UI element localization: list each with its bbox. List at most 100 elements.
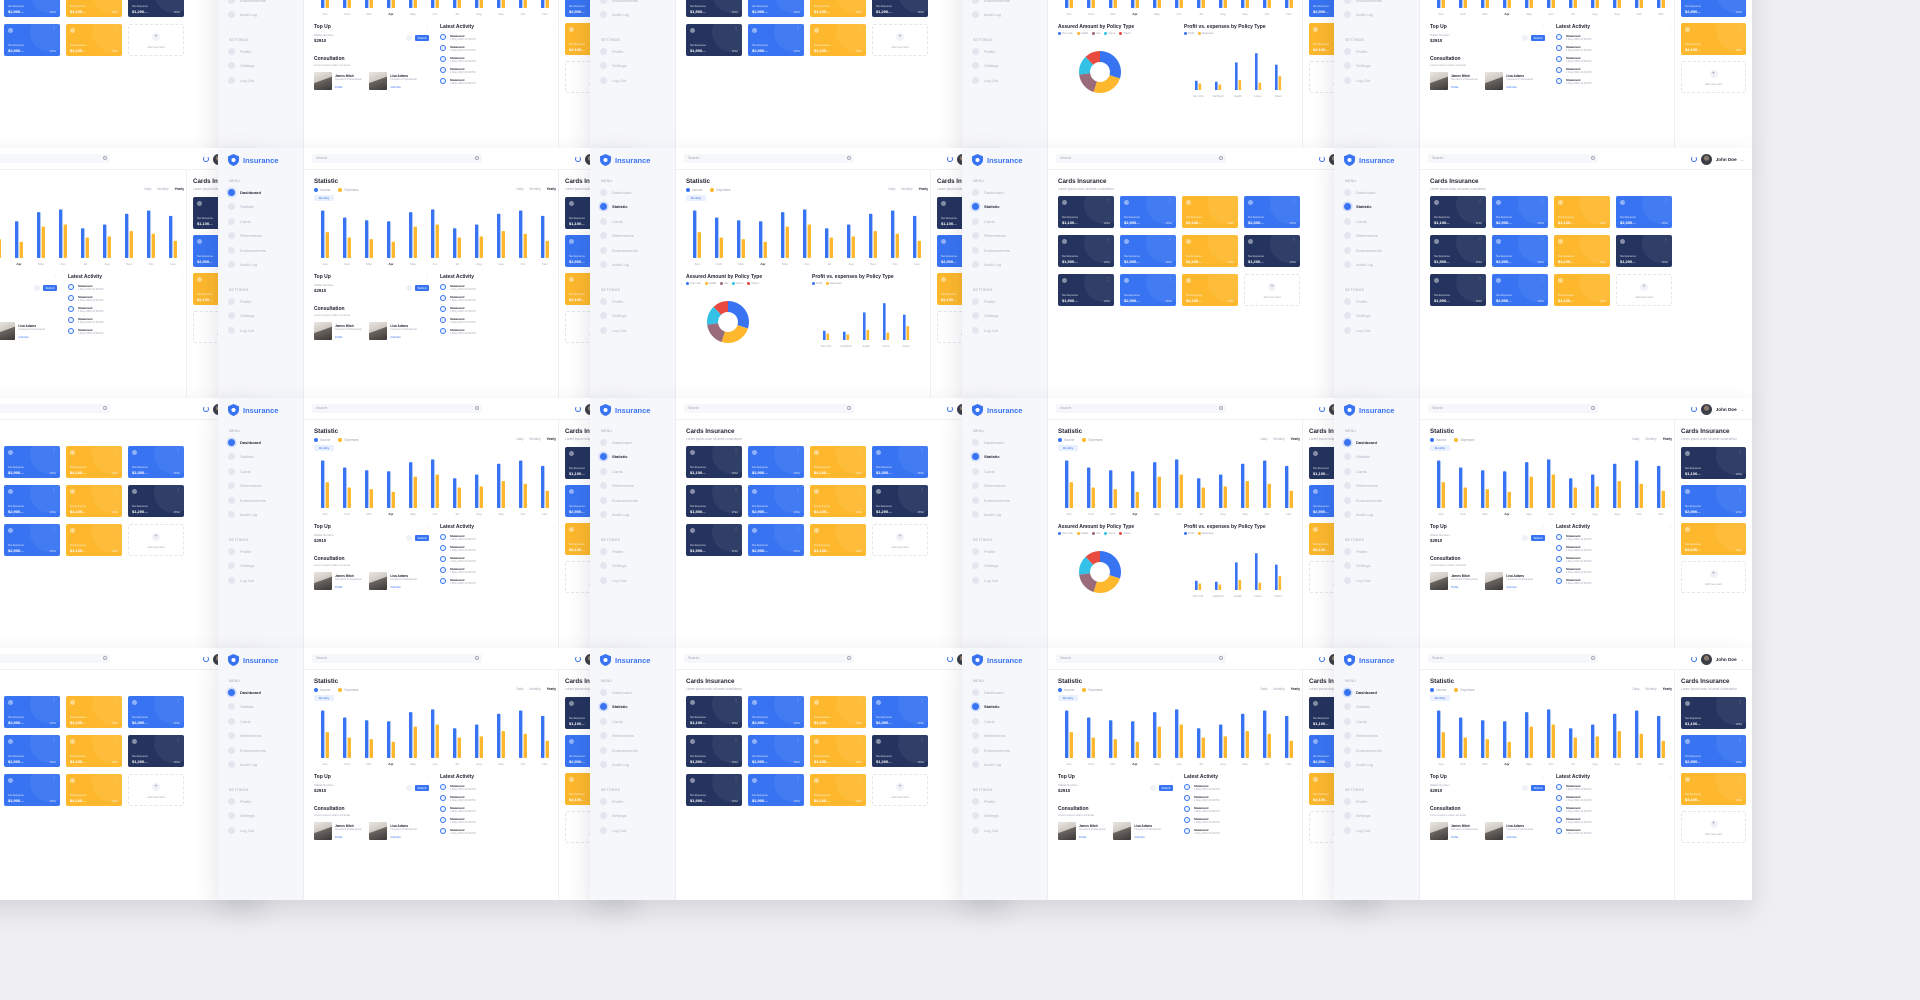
bar-income-aug[interactable]	[847, 224, 851, 258]
consultant-card[interactable]: James Mitch Insurance Professional Profile	[1430, 72, 1477, 90]
sidebar-item-endorsements[interactable]: Endorsements	[1344, 0, 1414, 5]
top-up-submit-button[interactable]: Submit	[415, 785, 429, 791]
sidebar-item-audit-log[interactable]: Audit Log	[228, 10, 298, 20]
bar-income-nov[interactable]	[541, 465, 545, 508]
sidebar-item-settings[interactable]: Settings	[972, 811, 1042, 821]
insurance-card[interactable]: ⋮Net Expense$1,500...VISA	[686, 0, 742, 17]
sidebar-item-cards[interactable]: Cards	[600, 216, 670, 226]
sidebar-item-profile[interactable]: Profile	[600, 796, 670, 806]
bar-income-aug[interactable]	[1219, 474, 1223, 508]
tab-yearly[interactable]: Yearly	[1290, 687, 1300, 691]
sidebar-item-settings[interactable]: Settings	[600, 811, 670, 821]
sidebar-item-retirements[interactable]: Retirements	[228, 731, 298, 741]
sidebar-item-log-out[interactable]: Log Out	[1344, 575, 1414, 585]
sidebar-item-settings[interactable]: Settings	[1344, 311, 1414, 321]
eye-icon[interactable]	[406, 285, 412, 291]
more-icon[interactable]: ⋮	[1296, 774, 1300, 779]
tab-daily[interactable]: Daily	[516, 437, 524, 441]
more-icon[interactable]: ⋮	[425, 274, 429, 279]
search-input[interactable]: Search	[684, 154, 854, 163]
tab-monthly[interactable]: Monthly	[157, 187, 169, 191]
add-card-button[interactable]: +Add new card	[1681, 61, 1746, 93]
refresh-icon[interactable]	[202, 656, 209, 662]
bar-expenses-jan[interactable]	[325, 0, 329, 8]
insurance-card[interactable]: ⋮Net Expense$2,900...VISA	[1492, 274, 1548, 306]
insurance-card[interactable]: ⋮ Net Expense $1,900... VISA	[1058, 274, 1114, 306]
bar-expenses-may[interactable]	[413, 0, 417, 8]
pie-slice-car[interactable]	[1079, 73, 1097, 92]
bar-income-jun[interactable]	[803, 209, 807, 258]
insurance-card[interactable]: ⋮Net Expense$2,900...VISA	[1492, 235, 1548, 267]
insurance-card[interactable]: ⋮Net Expense$2,900...VISA	[748, 0, 804, 17]
bar-expenses-apr[interactable]	[1507, 741, 1511, 758]
sidebar-item-settings[interactable]: Settings	[228, 561, 298, 571]
bar-expenses-nov[interactable]	[545, 0, 549, 8]
bar-expenses-aug[interactable]	[479, 486, 483, 508]
activity-row[interactable]: Statement 1 May 2023 12:00 PM	[440, 67, 556, 74]
tab-monthly[interactable]: Monthly	[1273, 687, 1285, 691]
sidebar-item-log-out[interactable]: Log Out	[1344, 325, 1414, 335]
more-icon[interactable]: ⋮	[1230, 198, 1234, 203]
profit-bar-expenses[interactable]	[1278, 576, 1282, 590]
sidebar-item-settings[interactable]: Settings	[600, 61, 670, 71]
bar-income-sep[interactable]	[125, 213, 129, 258]
sidebar-item-retirements[interactable]: Retirements	[600, 731, 670, 741]
activity-row[interactable]: Statement 1 May 2023 12:00 PM	[440, 556, 556, 563]
add-card-button[interactable]: +Add new card	[1244, 274, 1300, 306]
search-icon[interactable]	[103, 156, 107, 160]
sidebar-item-retirements[interactable]: Retirements	[972, 481, 1042, 491]
bar-expenses-sep[interactable]	[1617, 481, 1621, 508]
profit-bar-expenses[interactable]	[866, 329, 870, 340]
app-logo[interactable]: Insurance	[600, 403, 650, 417]
bar-income-jul[interactable]	[825, 228, 829, 258]
bar-expenses-aug[interactable]	[479, 236, 483, 258]
bar-expenses-apr[interactable]	[19, 241, 23, 258]
insurance-card[interactable]: ⋮Net Expense$4,100...VISA	[810, 696, 866, 728]
consultant-link[interactable]: Profile	[1079, 836, 1087, 839]
search-icon[interactable]	[1219, 406, 1223, 410]
sidebar-item-dashboard[interactable]: Dashboard	[600, 687, 670, 697]
tab-yearly[interactable]: Yearly	[546, 687, 556, 691]
insurance-card[interactable]: ⋮Net Expense$4,100...VISA	[810, 735, 866, 767]
consultant-link[interactable]: Call Now	[390, 336, 401, 339]
more-icon[interactable]: ⋮	[1602, 198, 1606, 203]
refresh-icon[interactable]	[1318, 156, 1325, 162]
bar-income-oct[interactable]	[519, 210, 523, 258]
more-icon[interactable]: ⋮	[734, 776, 738, 781]
bar-income-sep[interactable]	[1241, 463, 1245, 508]
eye-icon[interactable]	[406, 785, 412, 791]
more-icon[interactable]: ⋮	[1668, 774, 1672, 779]
sidebar-item-statistic[interactable]: Statistic	[228, 202, 298, 212]
profit-bar-profit[interactable]	[883, 303, 886, 340]
bar-expenses-jan[interactable]	[1069, 482, 1073, 508]
bar-income-nov[interactable]	[1657, 465, 1661, 508]
bar-income-nov[interactable]	[541, 715, 545, 758]
activity-row[interactable]: Statement 1 May 2023 12:00 PM	[1556, 795, 1672, 802]
tab-daily[interactable]: Daily	[1632, 687, 1640, 691]
bar-income-jul[interactable]	[1197, 478, 1201, 508]
bar-income-jul[interactable]	[1569, 0, 1573, 8]
bar-expenses-nov[interactable]	[1289, 490, 1293, 508]
insurance-card[interactable]: ⋮ Net Expense $2,300... VISA	[128, 446, 184, 478]
pie-slice-term-life[interactable]	[1100, 551, 1121, 579]
search-input[interactable]: Search	[1056, 404, 1226, 413]
bar-expenses-nov[interactable]	[1289, 0, 1293, 8]
refresh-icon[interactable]	[946, 406, 953, 412]
insurance-card[interactable]: ⋮ Net Expense $2,300... VISA	[1244, 196, 1300, 228]
consultant-link[interactable]: Call Now	[1506, 586, 1517, 589]
tab-yearly[interactable]: Yearly	[1662, 687, 1672, 691]
activity-row[interactable]: Statement 1 May 2023 12:00 PM	[1184, 784, 1300, 791]
bar-income-feb[interactable]	[1087, 467, 1091, 509]
sidebar-item-dashboard[interactable]: Dashboard	[228, 187, 298, 197]
sidebar-item-audit-log[interactable]: Audit Log	[1344, 10, 1414, 20]
more-icon[interactable]: ⋮	[114, 698, 118, 703]
more-icon[interactable]: ⋮	[114, 448, 118, 453]
bar-income-oct[interactable]	[519, 0, 523, 8]
bar-income-may[interactable]	[409, 212, 413, 258]
bar-income-nov[interactable]	[913, 215, 917, 258]
bar-income-mar[interactable]	[1481, 0, 1485, 8]
sidebar-item-retirements[interactable]: Retirements	[600, 231, 670, 241]
profit-bar-expenses[interactable]	[886, 332, 890, 340]
more-icon[interactable]: ⋮	[52, 448, 56, 453]
bar-expenses-jan[interactable]	[1441, 482, 1445, 508]
